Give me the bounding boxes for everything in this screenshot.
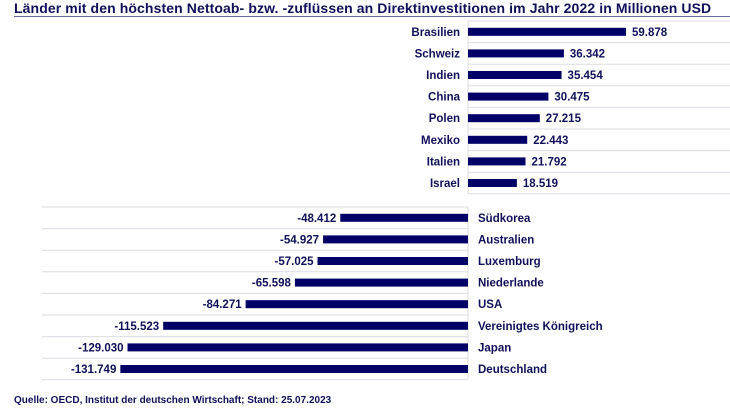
- bar-negative-1: [323, 235, 468, 244]
- data-label: -48.412: [297, 213, 336, 225]
- bar-negative-0: [340, 213, 468, 222]
- data-label: -129.030: [78, 342, 123, 354]
- data-label: 36.342: [570, 48, 605, 60]
- category-label: Japan: [478, 342, 511, 354]
- bar-positive-0: [468, 27, 626, 36]
- data-label: -131.749: [71, 364, 116, 376]
- data-label: -115.523: [114, 321, 159, 333]
- bar-positive-7: [468, 179, 517, 187]
- bar-negative-2: [317, 257, 468, 265]
- data-label: -65.598: [252, 278, 292, 290]
- bar-negative-6: [127, 343, 468, 352]
- bar-negative-3: [294, 278, 468, 287]
- data-label: -57.025: [275, 256, 315, 268]
- data-label: 59.878: [632, 27, 668, 39]
- data-label: 35.454: [568, 70, 604, 82]
- bar-positive-6: [468, 157, 526, 166]
- data-label: -84.271: [203, 299, 243, 311]
- category-label: Italien: [427, 156, 460, 168]
- category-label: Brasilien: [411, 27, 460, 39]
- category-label: Polen: [429, 113, 460, 125]
- category-label: China: [428, 92, 461, 104]
- category-label: Deutschland: [478, 364, 547, 376]
- category-label: Vereinigtes Königreich: [478, 321, 603, 333]
- category-label: Indien: [426, 70, 460, 82]
- chart-title: Länder mit den höchsten Nettoab- bzw. -z…: [14, 0, 712, 16]
- category-label: Australien: [478, 234, 534, 246]
- category-label: Israel: [430, 178, 460, 190]
- source-note: Quelle: OECD, Institut der deutschen Wir…: [14, 395, 332, 406]
- category-label: Südkorea: [478, 213, 531, 225]
- bar-negative-4: [245, 300, 468, 309]
- data-label: 27.215: [546, 113, 582, 125]
- category-label: Schweiz: [415, 48, 461, 60]
- bar-positive-3: [468, 92, 549, 101]
- data-label: -54.927: [280, 234, 319, 246]
- data-label: 30.475: [554, 92, 590, 104]
- category-label: USA: [478, 299, 502, 311]
- bar-positive-1: [468, 49, 564, 58]
- bar-positive-4: [468, 114, 540, 123]
- category-label: Luxemburg: [478, 256, 541, 268]
- bar-negative-7: [120, 365, 468, 373]
- title-underline: [14, 16, 730, 17]
- data-label: 22.443: [533, 135, 568, 147]
- bar-negative-5: [163, 321, 468, 330]
- data-label: 21.792: [532, 156, 567, 168]
- category-label: Mexiko: [421, 135, 460, 147]
- bar-positive-2: [468, 71, 562, 79]
- category-label: Niederlande: [478, 278, 544, 290]
- data-label: 18.519: [523, 178, 558, 190]
- bar-positive-5: [468, 135, 528, 144]
